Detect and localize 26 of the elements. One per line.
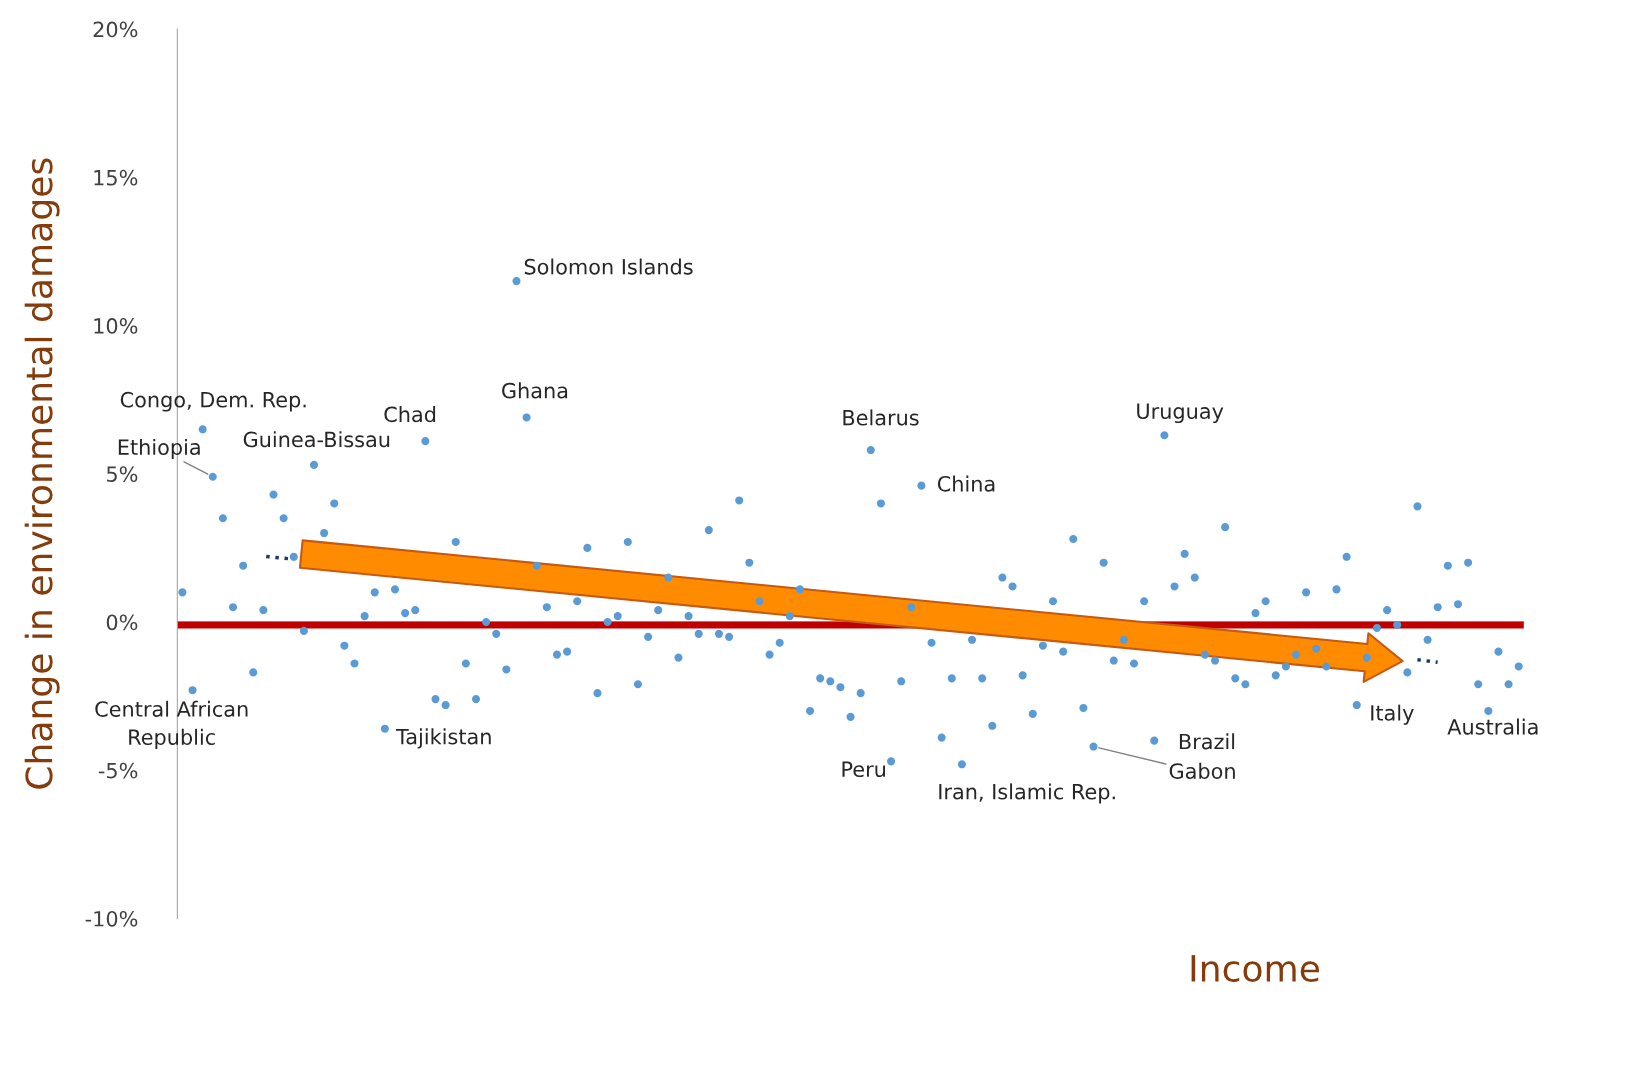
y-tick-label: 10% (94, 318, 138, 334)
annotation: Central African Republic (95, 700, 248, 750)
annotation: Peru (842, 761, 885, 778)
annotation: Iran, Islamic Rep. (939, 783, 1115, 804)
annotation: Ghana (502, 382, 568, 399)
annotation: Guinea-Bissau (243, 431, 390, 448)
annotation: Australia (1447, 718, 1538, 735)
annotation: Belarus (843, 409, 919, 426)
annotation: Gabon (1169, 762, 1235, 779)
y-tick-label: 15% (94, 169, 138, 186)
y-tick-label: -10% (85, 910, 138, 927)
annotation: Brazil (1179, 733, 1235, 750)
y-tick-label: 20% (93, 21, 138, 38)
y-tick-label: 0% (106, 614, 138, 631)
annotation: China (937, 475, 995, 492)
annotation: Italy (1371, 704, 1414, 725)
annotation: Chad (384, 406, 436, 423)
annotation: Uruguay (1137, 403, 1224, 424)
annotation: Ethiopia (118, 438, 200, 460)
annotation: Tajikistan (395, 728, 491, 749)
y-axis-title: Change in environmental damages (24, 158, 60, 789)
annotation: Congo, Dem. Rep. (120, 391, 306, 412)
y-tick-label: 5% (107, 466, 138, 482)
y-tick-label: -5% (98, 762, 138, 779)
x-axis-title: Income (1191, 955, 1319, 982)
annotation: Solomon Islands (524, 258, 693, 275)
